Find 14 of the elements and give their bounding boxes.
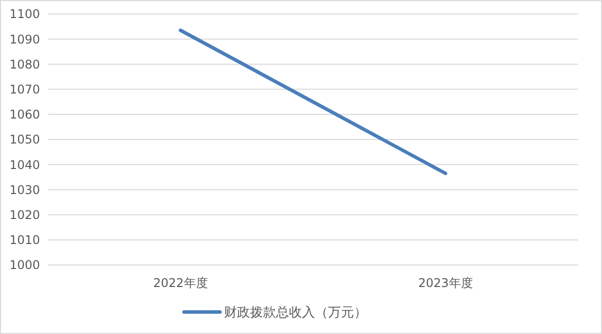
y-tick-label: 1050 (9, 132, 40, 147)
y-tick-label: 1000 (9, 258, 40, 272)
x-tick-label: 2023年度 (418, 276, 473, 290)
y-tick-label: 1090 (9, 32, 40, 46)
y-tick-label: 1070 (9, 82, 40, 96)
x-tick-label: 2022年度 (153, 276, 208, 290)
y-tick-label: 1080 (9, 57, 40, 72)
y-tick-label: 1040 (9, 158, 40, 172)
y-tick-label: 1010 (9, 233, 40, 248)
y-tick-label: 1060 (9, 108, 40, 122)
legend-label: 财政拨款总收入（万元） (224, 306, 367, 321)
y-tick-label: 1020 (9, 208, 40, 222)
y-tick-label: 1100 (9, 7, 40, 22)
y-tick-label: 1030 (9, 182, 40, 197)
